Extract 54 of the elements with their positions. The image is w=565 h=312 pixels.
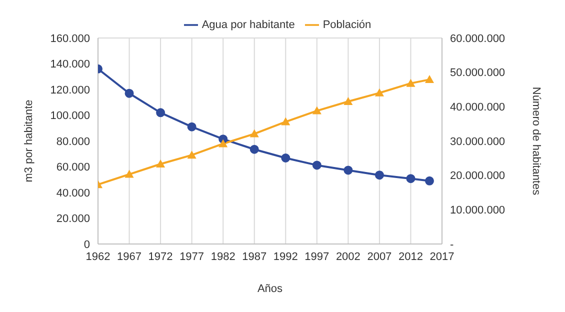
y-tick-label: 140.000 bbox=[50, 58, 90, 71]
point bbox=[281, 153, 290, 162]
y-tick-label: 20.000 bbox=[56, 213, 90, 226]
point bbox=[156, 108, 166, 118]
point bbox=[250, 129, 259, 138]
point bbox=[344, 166, 353, 175]
y2-tick-label: 60.000.000 bbox=[450, 32, 506, 45]
x-tick-label: 1982 bbox=[210, 250, 236, 263]
y2-tick-label: 50.000.000 bbox=[450, 67, 506, 80]
point bbox=[124, 88, 134, 98]
point bbox=[281, 117, 290, 126]
y2-tick-label: 30.000.000 bbox=[450, 136, 506, 148]
x-tick-label: 1967 bbox=[117, 250, 142, 263]
x-tick-label: 2017 bbox=[430, 250, 454, 263]
y-tick-label: 100.000 bbox=[50, 110, 90, 122]
legend-label: Agua por habitante bbox=[202, 18, 295, 31]
y2-tick-label: 10.000.000 bbox=[450, 204, 506, 217]
point bbox=[374, 170, 384, 180]
y2-axis-title: Número de habitantes bbox=[530, 86, 542, 196]
legend-label: Población bbox=[322, 18, 372, 31]
point bbox=[312, 160, 322, 170]
x-tick-label: 2002 bbox=[336, 250, 360, 263]
point bbox=[406, 174, 416, 184]
point bbox=[406, 78, 416, 87]
point bbox=[374, 88, 384, 96]
x-tick-label: 1987 bbox=[242, 250, 267, 263]
point bbox=[312, 106, 322, 114]
x-tick-label: 2012 bbox=[398, 250, 423, 263]
y2-tick-label: 40.000.000 bbox=[450, 102, 506, 114]
point bbox=[344, 97, 353, 106]
y-tick-label: 160.000 bbox=[50, 32, 90, 45]
point bbox=[124, 170, 134, 178]
x-axis-title: Años bbox=[257, 283, 284, 295]
point bbox=[156, 160, 166, 168]
y2-tick-label: 20.000.000 bbox=[450, 170, 506, 182]
y-tick-label: 40.000 bbox=[56, 187, 90, 200]
y-axis-title: m3 por habitante bbox=[22, 100, 35, 182]
point bbox=[187, 150, 196, 159]
x-tick-label: 1972 bbox=[148, 250, 173, 263]
x-tick-label: 1962 bbox=[86, 250, 110, 263]
x-tick-label: 1997 bbox=[304, 250, 330, 263]
y-tick-label: 80.000 bbox=[56, 136, 90, 148]
y2-tick-label: - bbox=[450, 238, 454, 251]
x-tick-label: 1992 bbox=[273, 250, 298, 263]
x-tick-label: 2007 bbox=[367, 250, 392, 263]
point bbox=[218, 139, 228, 148]
point bbox=[424, 75, 434, 84]
y-tick-label: 120.000 bbox=[50, 84, 90, 96]
y-tick-label: 0 bbox=[84, 238, 90, 251]
x-tick-label: 1977 bbox=[180, 250, 204, 263]
point bbox=[424, 176, 434, 186]
y-tick-label: 60.000 bbox=[56, 162, 90, 174]
point bbox=[250, 144, 259, 154]
point bbox=[187, 122, 196, 132]
